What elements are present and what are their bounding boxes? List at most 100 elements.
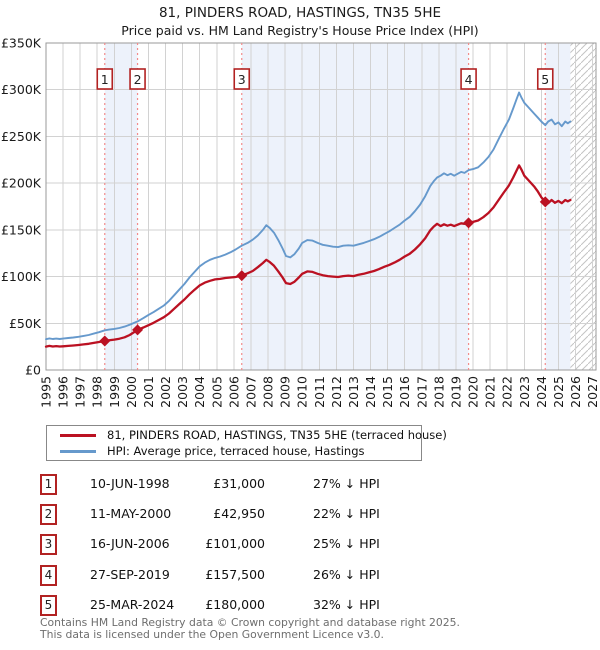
property-line-swatch [60, 434, 96, 437]
sale-price-2: £42,950 [213, 506, 265, 521]
chart-badge-box-4 [460, 68, 477, 90]
x-tick-2001: 2001 [141, 376, 156, 408]
chart-badge-num-1: 1 [101, 72, 109, 87]
x-tick-2011: 2011 [312, 376, 327, 408]
chart-badge-num-5: 5 [541, 72, 549, 87]
x-tick-1997: 1997 [73, 376, 88, 408]
x-tick-2006: 2006 [226, 376, 241, 408]
y-tick-£50K: £50K [9, 316, 42, 331]
sale-price-1: £31,000 [213, 476, 265, 491]
sale-price-3: £101,000 [205, 536, 265, 551]
y-tick-£250K: £250K [1, 129, 42, 144]
x-tick-2003: 2003 [175, 376, 190, 408]
sale-row-3: 3 16-JUN-2006 £101,000 25% ↓ HPI [0, 534, 600, 556]
sale-row-2: 2 11-MAY-2000 £42,950 22% ↓ HPI [0, 504, 600, 526]
x-tick-1999: 1999 [107, 376, 122, 408]
sale-vs-hpi-1: 27% ↓ HPI [313, 476, 380, 491]
future-hatch-region [570, 43, 596, 370]
x-tick-1995: 1995 [39, 376, 54, 408]
x-tick-2009: 2009 [278, 376, 293, 408]
x-tick-1998: 1998 [90, 376, 105, 408]
y-tick-£200K: £200K [1, 176, 42, 191]
page-subtitle: Price paid vs. HM Land Registry's House … [121, 23, 479, 38]
page-title: 81, PINDERS ROAD, HASTINGS, TN35 5HE [158, 5, 442, 21]
chart-badge-num-4: 4 [465, 72, 473, 87]
sale-marker-1 [99, 335, 111, 347]
sale-vs-hpi-3: 25% ↓ HPI [313, 536, 380, 551]
chart-badge-box-2 [129, 68, 146, 90]
license-footer: Contains HM Land Registry data © Crown c… [40, 617, 600, 640]
x-tick-2015: 2015 [380, 376, 395, 408]
chart-badge-box-3 [233, 68, 251, 90]
legend-property-label: 81, PINDERS ROAD, HASTINGS, TN35 5HE (te… [107, 428, 447, 442]
x-tick-2021: 2021 [483, 376, 498, 408]
y-tick-£300K: £300K [1, 82, 42, 97]
sale-marker-4 [463, 217, 475, 229]
footer-line-1: Contains HM Land Registry data © Crown c… [40, 616, 460, 629]
plot-border [45, 42, 597, 371]
x-tick-2025: 2025 [551, 376, 566, 408]
x-tick-2007: 2007 [243, 376, 258, 408]
sale-number-badge-5: 5 [40, 595, 57, 616]
x-tick-2024: 2024 [534, 376, 549, 408]
x-tick-2022: 2022 [500, 376, 515, 408]
sale-price-4: £157,500 [205, 567, 265, 582]
x-tick-2000: 2000 [124, 376, 139, 408]
price-chart: 1 2 3 4 5 £0 £50K £100K £150K £200K £250K £300K £350… [1, 36, 600, 408]
footer-line-2: This data is licensed under the Open Gov… [40, 627, 384, 641]
chart-legend: 81, PINDERS ROAD, HASTINGS, TN35 5HE (te… [46, 425, 447, 461]
chart-badge-num-3: 3 [238, 72, 246, 87]
x-tick-2012: 2012 [329, 376, 344, 408]
chart-badge-box-1 [96, 68, 114, 90]
x-tick-2010: 2010 [295, 376, 310, 408]
y-tick-£100K: £100K [1, 269, 42, 284]
sale-number-badge-2: 2 [40, 504, 57, 525]
sale-number-badge-4: 4 [40, 565, 57, 586]
sale-marker-2 [132, 324, 144, 336]
sale-number-badge-3: 3 [40, 534, 57, 555]
x-tick-2004: 2004 [192, 376, 207, 408]
x-tick-1996: 1996 [56, 376, 71, 408]
sale-price-5: £180,000 [205, 597, 265, 612]
sale-date-3: 16-JUN-2006 [90, 536, 170, 551]
legend-row-property: 81, PINDERS ROAD, HASTINGS, TN35 5HE (te… [47, 427, 447, 444]
sale-number-badge-1: 1 [40, 474, 57, 495]
sale-marker-5 [539, 196, 551, 208]
sale-row-4: 4 27-SEP-2019 £157,500 26% ↓ HPI [0, 565, 600, 587]
x-tick-2016: 2016 [397, 376, 412, 408]
x-tick-2008: 2008 [261, 376, 276, 408]
sale-date-2: 11-MAY-2000 [90, 506, 172, 521]
x-tick-2026: 2026 [568, 376, 583, 408]
y-tick-£0: £0 [25, 363, 41, 378]
x-tick-2017: 2017 [414, 376, 429, 408]
legend-row-hpi: HPI: Average price, terraced house, Hast… [47, 443, 421, 460]
x-tick-2020: 2020 [466, 376, 481, 408]
x-tick-2019: 2019 [448, 376, 463, 408]
x-tick-2027: 2027 [585, 376, 600, 408]
hpi-line [45, 91, 572, 341]
ownership-band-2 [241, 43, 469, 370]
sale-row-1: 1 10-JUN-1998 £31,000 27% ↓ HPI [0, 474, 600, 496]
x-tick-2018: 2018 [431, 376, 446, 408]
sale-vs-hpi-2: 22% ↓ HPI [313, 506, 380, 521]
x-tick-2002: 2002 [158, 376, 173, 408]
sale-row-5: 5 25-MAR-2024 £180,000 32% ↓ HPI [0, 595, 600, 617]
y-tick-£150K: £150K [1, 222, 42, 237]
legend-hpi-label: HPI: Average price, terraced house, Hast… [107, 444, 365, 458]
sale-vs-hpi-5: 32% ↓ HPI [313, 597, 380, 612]
x-tick-2014: 2014 [363, 376, 378, 408]
hpi-line-swatch [60, 450, 96, 453]
ownership-band-1 [104, 43, 138, 370]
sale-marker-3 [236, 270, 248, 282]
x-tick-2023: 2023 [517, 376, 532, 408]
sale-date-1: 10-JUN-1998 [90, 476, 170, 491]
y-tick-£350K: £350K [1, 36, 42, 51]
x-tick-2013: 2013 [346, 376, 361, 408]
ownership-band-3 [545, 43, 571, 370]
chart-badge-box-5 [536, 68, 554, 90]
sale-date-4: 27-SEP-2019 [90, 567, 170, 582]
x-tick-2005: 2005 [209, 376, 224, 408]
sale-vs-hpi-4: 26% ↓ HPI [313, 567, 380, 582]
chart-badge-num-2: 2 [134, 72, 142, 87]
